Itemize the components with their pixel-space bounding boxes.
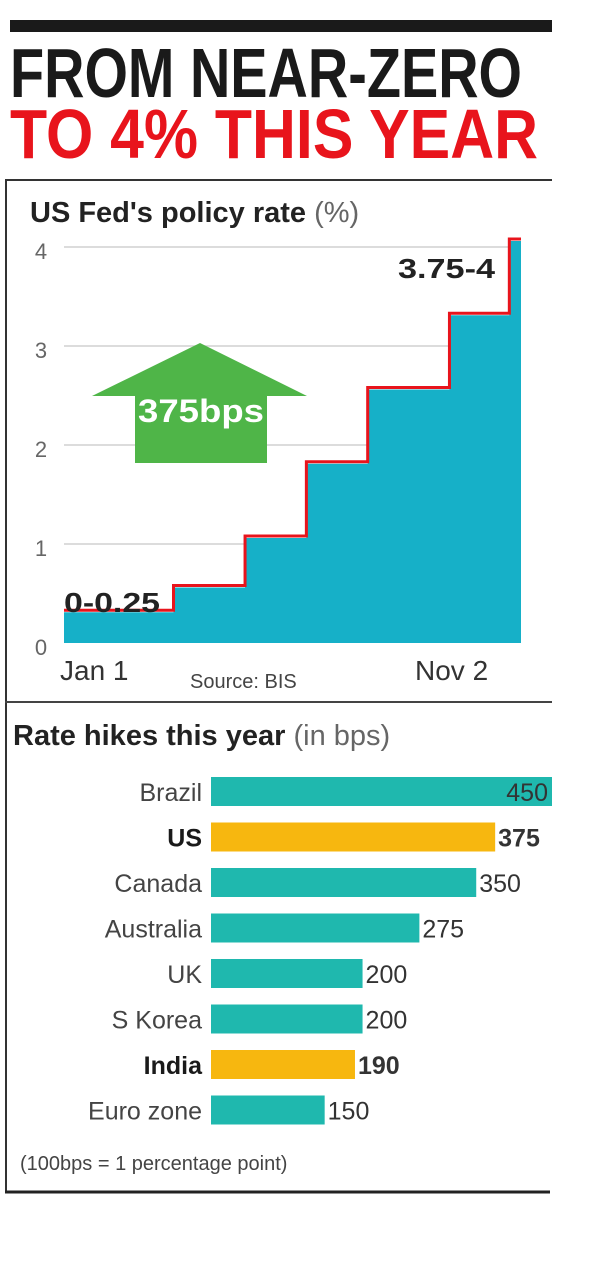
y-tick-label: 2	[35, 437, 47, 462]
bar	[211, 822, 496, 852]
hikes-bars: Brazil 450 US 375 Canada 350 Australia 275 UK 200…	[88, 777, 552, 1126]
fed-chart-title-main: US Fed's policy rate	[30, 197, 306, 229]
bar-row: Brazil 450	[139, 777, 552, 807]
bar-value: 275	[422, 916, 464, 944]
bar-label: S Korea	[112, 1007, 202, 1035]
bar	[211, 1004, 363, 1034]
bar-row: India 190	[144, 1050, 400, 1080]
hikes-chart-title-unit: (in bps)	[293, 720, 390, 752]
hike-arrow: 375bps	[92, 343, 307, 463]
footnote: (100bps = 1 percentage point)	[20, 1153, 287, 1175]
bar-value: 450	[506, 779, 548, 807]
headline-line1: FROM NEAR-ZERO	[10, 34, 522, 112]
hike-arrow-label: 375bps	[138, 393, 264, 429]
headline-line2: TO 4% THIS YEAR	[10, 95, 538, 173]
bar-value: 375	[498, 825, 540, 853]
up-arrow-icon	[92, 343, 307, 463]
bar-value: 150	[328, 1098, 370, 1126]
bar-label: Australia	[105, 916, 202, 944]
end-rate-label: 3.75-4	[398, 253, 496, 284]
bar-label: Canada	[114, 870, 202, 898]
y-tick-label: 4	[35, 239, 47, 264]
hikes-chart-title: Rate hikes this year (in bps)	[13, 720, 390, 752]
bar-label: US	[167, 825, 202, 853]
start-rate-label: 0-0.25	[64, 587, 160, 618]
bar-label: Brazil	[139, 779, 202, 807]
bar-row: Australia 275	[105, 913, 464, 944]
y-tick-label: 1	[35, 536, 47, 561]
fed-y-axis: 0 1 2 3 4	[35, 239, 47, 660]
fed-chart-title: US Fed's policy rate (%)	[30, 197, 359, 229]
bar-row: Canada 350	[114, 868, 521, 898]
x-tick-end: Nov 2	[415, 655, 488, 686]
bar-label: Euro zone	[88, 1098, 202, 1126]
bar-row: S Korea 200	[112, 1004, 408, 1035]
hikes-chart-title-main: Rate hikes this year	[13, 720, 285, 752]
bar	[211, 1050, 355, 1079]
bar	[211, 1095, 325, 1125]
bar-row: US 375	[167, 822, 540, 853]
bar-row: UK 200	[167, 959, 407, 989]
bar-value: 200	[366, 961, 408, 989]
bar-value: 200	[366, 1007, 408, 1035]
y-tick-label: 3	[35, 338, 47, 363]
bar-label: India	[144, 1052, 203, 1080]
fed-chart-title-unit: (%)	[314, 197, 359, 229]
bar	[211, 868, 477, 897]
fed-rate-line	[64, 237, 521, 612]
y-tick-label: 0	[35, 635, 47, 660]
fed-rate-area	[64, 241, 521, 643]
x-tick-start: Jan 1	[60, 655, 129, 686]
bar	[211, 777, 552, 806]
bar-row: Euro zone 150	[88, 1095, 370, 1126]
bar	[211, 913, 420, 943]
bar	[211, 959, 363, 988]
top-rule	[10, 20, 552, 32]
source-note: Source: BIS	[190, 671, 297, 693]
bar-label: UK	[167, 961, 202, 989]
bar-value: 190	[358, 1052, 400, 1080]
bar-value: 350	[479, 870, 521, 898]
